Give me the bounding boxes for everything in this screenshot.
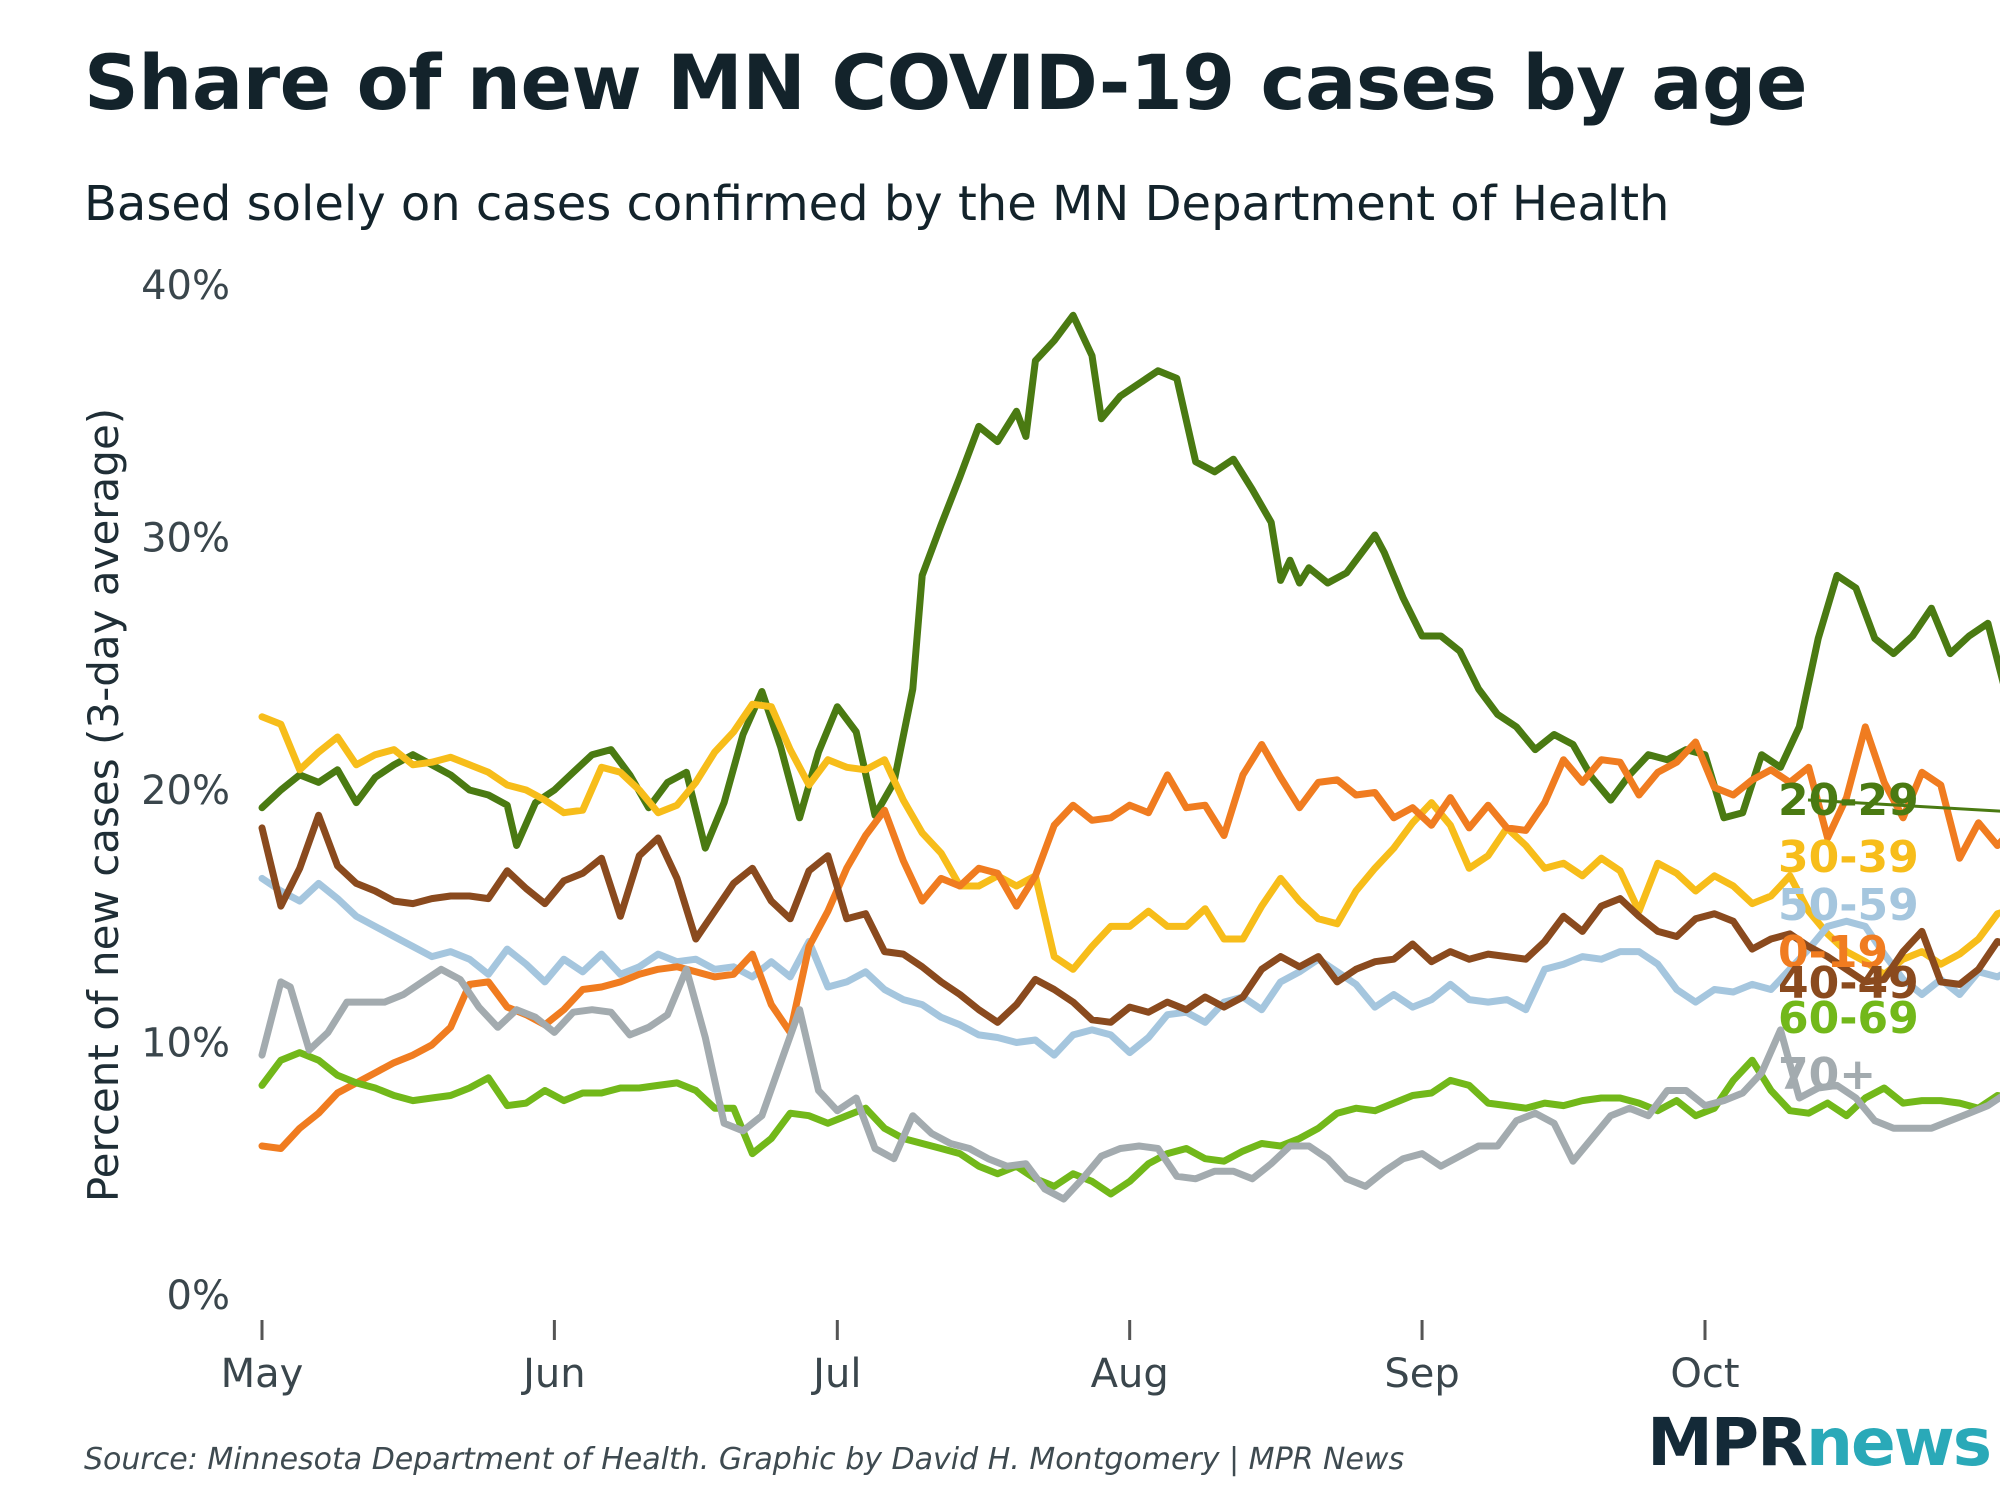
y-tick-label: 20% bbox=[141, 768, 230, 814]
chart-title: Share of new MN COVID-19 cases by age bbox=[84, 38, 1808, 127]
x-tick-label: Aug bbox=[1091, 1351, 1169, 1397]
series-line-70+ bbox=[258, 965, 2000, 1203]
series-label-30-39: 30-39 bbox=[1778, 832, 1919, 883]
series-label-20-29: 20-29 bbox=[1778, 775, 1919, 826]
series-line-50-59 bbox=[258, 874, 2000, 1059]
series-label-60-69: 60-69 bbox=[1778, 993, 1919, 1044]
chart-subtitle: Based solely on cases confirmed by the M… bbox=[84, 176, 1670, 232]
x-tick-label: Jul bbox=[810, 1351, 861, 1397]
label-leader-20-29 bbox=[1807, 798, 2000, 813]
x-tick-label: Oct bbox=[1670, 1351, 1739, 1397]
series-label-40-49: 40-49 bbox=[1778, 958, 1919, 1009]
series-label-70+: 70+ bbox=[1778, 1049, 1876, 1100]
series-line-0-19 bbox=[258, 723, 2000, 1152]
y-axis-label: Percent of new cases (3-day average) bbox=[79, 408, 128, 1202]
x-tick-label: Jun bbox=[520, 1351, 586, 1397]
y-tick-label: 10% bbox=[141, 1021, 230, 1067]
series-line-60-69 bbox=[258, 1049, 2000, 1198]
x-tick-label: Sep bbox=[1384, 1351, 1459, 1397]
mpr-news-logo: MPRnews bbox=[1647, 1404, 1992, 1481]
y-tick-label: 40% bbox=[141, 263, 230, 309]
y-tick-label: 0% bbox=[167, 1273, 230, 1319]
series-line-40-49 bbox=[258, 811, 2000, 1026]
series-label-50-59: 50-59 bbox=[1778, 880, 1919, 931]
source-note: Source: Minnesota Department of Health. … bbox=[84, 1442, 1405, 1477]
series-label-0-19: 0-19 bbox=[1778, 927, 1888, 978]
series-line-20-29 bbox=[258, 311, 2000, 852]
x-tick-label: May bbox=[221, 1351, 304, 1397]
y-tick-label: 30% bbox=[141, 516, 230, 562]
series-line-30-39 bbox=[258, 700, 2000, 978]
